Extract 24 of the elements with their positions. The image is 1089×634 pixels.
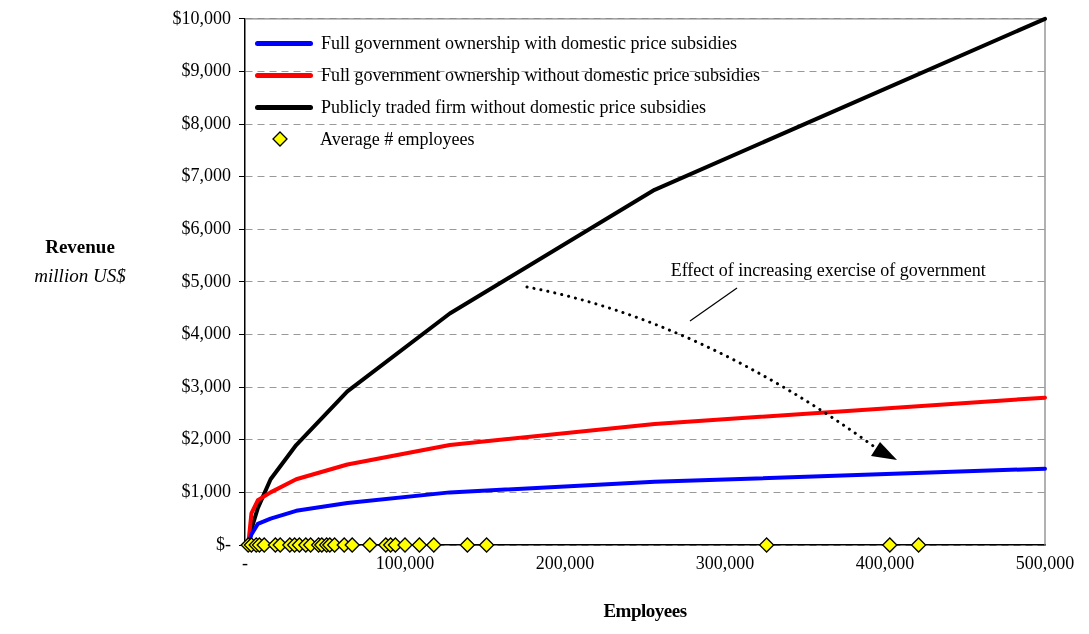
y-tick-label: $9,000 <box>181 60 231 81</box>
y-tick-label: $8,000 <box>181 112 231 133</box>
legend-label: Full government ownership without domestic price subsidies <box>321 64 760 86</box>
y-tick-label: $5,000 <box>181 270 231 291</box>
y-tick-label: $7,000 <box>181 165 231 186</box>
x-tick-label: 100,000 <box>375 552 435 573</box>
legend-label: Publicly traded firm without domestic price subsidies <box>321 96 706 118</box>
legend-label: Full government ownership with domestic price subsidies <box>321 32 737 54</box>
x-axis-title: Employees <box>602 600 688 622</box>
y-tick-label: $10,000 <box>172 7 231 28</box>
y-tick-label: $- <box>216 533 231 554</box>
legend-label: Average # employees <box>320 128 475 150</box>
y-axis-title: Revenue million US$ <box>33 235 127 288</box>
x-tick-label: 400,000 <box>855 552 915 573</box>
y-tick-label: $2,000 <box>181 428 231 449</box>
x-tick-label: - <box>242 552 248 573</box>
x-tick-label: 200,000 <box>535 552 595 573</box>
y-tick-label: $1,000 <box>181 481 231 502</box>
x-tick-label: 300,000 <box>695 552 755 573</box>
annotation: Effect of increasing exercise of government <box>670 259 986 280</box>
y-tick-label: $3,000 <box>181 375 231 396</box>
y-tick-label: $6,000 <box>181 218 231 239</box>
x-tick-label: 500,000 <box>1015 552 1075 573</box>
y-tick-label: $4,000 <box>181 323 231 344</box>
